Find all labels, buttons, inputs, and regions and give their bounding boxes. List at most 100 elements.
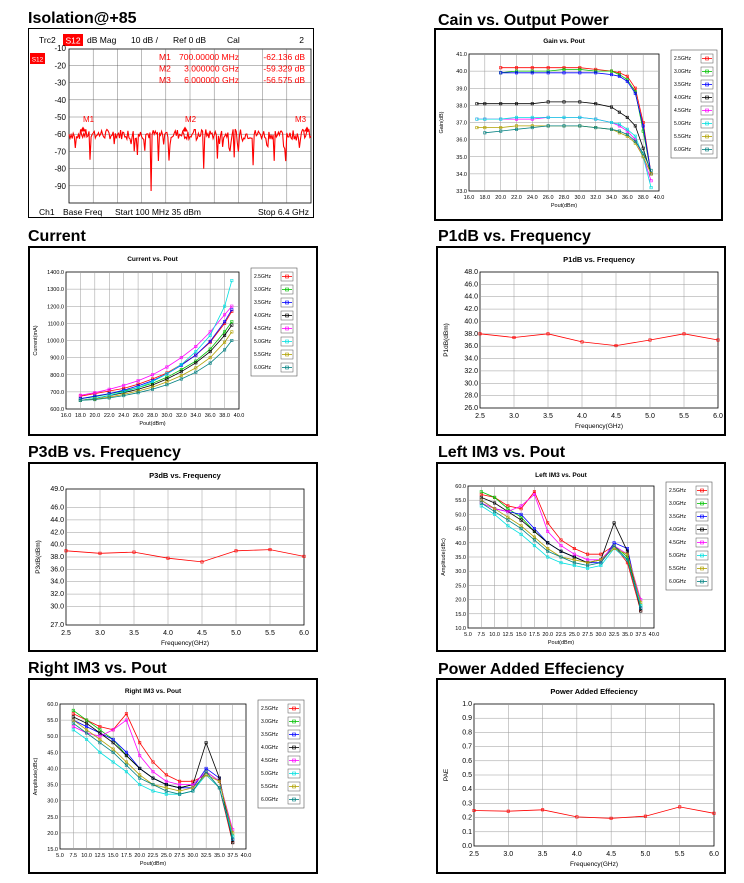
data-point (578, 71, 582, 75)
legend-label: 4.5GHz (674, 108, 691, 114)
data-point (138, 773, 142, 777)
data-point (217, 779, 221, 783)
data-point (519, 524, 523, 528)
data-point (530, 102, 534, 106)
data-point (562, 66, 566, 70)
data-point (64, 549, 68, 553)
x-tick-label: 25.0 (161, 853, 172, 859)
chart-title: P3dB vs. Frequency (149, 471, 222, 480)
legend-label: 3.5GHz (261, 732, 278, 738)
data-point (268, 548, 272, 552)
x-tick-label: 18.0 (75, 413, 86, 419)
legend-swatch-marker (705, 56, 709, 61)
data-point (594, 126, 598, 130)
data-point (230, 308, 234, 312)
data-point (519, 512, 523, 516)
vna-footer-base: Base Freq (63, 207, 102, 217)
y-tick-label: 34.0 (50, 579, 64, 586)
y-axis-label: P3dB(dBm) (35, 540, 42, 574)
legend-label: 4.0GHz (261, 745, 278, 751)
y-tick-label: 46.0 (50, 505, 64, 512)
current-section-title: Current (28, 228, 86, 245)
y-tick-label: 1100.0 (48, 321, 64, 327)
data-point (610, 105, 614, 109)
y-tick-label: 44.0 (464, 294, 478, 301)
series-line (476, 117, 652, 188)
data-point (586, 552, 590, 556)
y-tick-label: 38.0 (456, 103, 467, 109)
x-tick-label: 5.5 (675, 851, 685, 858)
y-tick-label: 700.0 (50, 390, 64, 396)
legend-swatch-marker (292, 771, 296, 776)
x-tick-label: 3.5 (538, 851, 548, 858)
data-point (625, 549, 629, 553)
data-point (562, 100, 566, 104)
legend-label: 3.5GHz (669, 514, 686, 520)
y-tick-label: 40.0 (455, 541, 466, 547)
y-tick-label: 34.0 (456, 172, 467, 178)
data-point (136, 386, 140, 390)
legend-swatch-marker (292, 784, 296, 789)
x-axis-label: Pout(dBm) (140, 861, 166, 867)
data-point (179, 374, 183, 378)
data-point (532, 529, 536, 533)
x-tick-label: 30.0 (595, 632, 606, 638)
y-tick-label: 40.0 (456, 69, 467, 75)
series-line (80, 340, 233, 401)
data-point (178, 789, 182, 793)
legend-swatch-marker (700, 540, 704, 545)
data-point (78, 398, 82, 402)
y-tick-label: 37.0 (456, 121, 467, 127)
data-point (633, 86, 637, 90)
data-point (217, 786, 221, 790)
series-line (479, 333, 719, 347)
y-tick-label: 41.0 (456, 52, 467, 58)
data-point (85, 721, 89, 725)
x-tick-label: 34.0 (190, 413, 201, 419)
data-point (610, 127, 614, 131)
data-point (519, 527, 523, 531)
x-tick-label: 2.5 (475, 413, 485, 420)
data-point (136, 379, 140, 383)
series-line (500, 67, 652, 174)
legend-label: 5.5GHz (254, 352, 271, 358)
data-point (546, 115, 550, 119)
data-point (178, 786, 182, 790)
data-point (586, 564, 590, 568)
vna-y-tick-label: -30 (54, 79, 66, 88)
data-point (204, 766, 208, 770)
data-point (610, 73, 614, 77)
y-axis-label: PAE (443, 768, 450, 781)
vna-marker-tag: M3 (295, 115, 307, 124)
x-tick-label: 32.5 (201, 853, 212, 859)
legend-swatch-marker (700, 514, 704, 519)
legend-label: 4.0GHz (669, 527, 686, 533)
data-point (612, 544, 616, 548)
data-point (546, 541, 550, 545)
x-tick-label: 30.0 (187, 853, 198, 859)
vna-marker-frequency: 6.000000 GHz (184, 75, 239, 85)
gain-chart: Gain vs. Pout 16.0 18.0 20.0 22.0 24.0 26.0 28.… (439, 38, 718, 209)
y-tick-label: 1000.0 (47, 339, 64, 345)
data-point (107, 392, 111, 396)
x-tick-label: 4.0 (577, 413, 587, 420)
data-point (230, 339, 234, 343)
y-tick-label: 40.0 (464, 318, 478, 325)
x-tick-label: 37.5 (635, 632, 646, 638)
x-tick-label: 5.0 (56, 853, 64, 859)
data-point (572, 564, 576, 568)
x-tick-label: 38.0 (219, 413, 230, 419)
x-tick-label: 4.5 (197, 630, 207, 637)
y-tick-label: 60.0 (455, 484, 466, 490)
x-tick-label: 4.5 (611, 413, 621, 420)
y-tick-label: 49.0 (50, 486, 64, 493)
x-tick-label: 28.0 (559, 195, 570, 201)
data-point (562, 115, 566, 119)
data-point (85, 728, 89, 732)
data-point (208, 330, 212, 334)
vna-footer-channel: Ch1 (39, 207, 55, 217)
p3db-chart: P3dB vs. Frequency 2.5 3.0 3.5 4.0 4.5 5.0 5.5 6… (35, 471, 309, 647)
data-point (151, 776, 155, 780)
vna-y-tick-label: -20 (54, 61, 66, 70)
vna-y-tick-label: -70 (54, 147, 66, 156)
